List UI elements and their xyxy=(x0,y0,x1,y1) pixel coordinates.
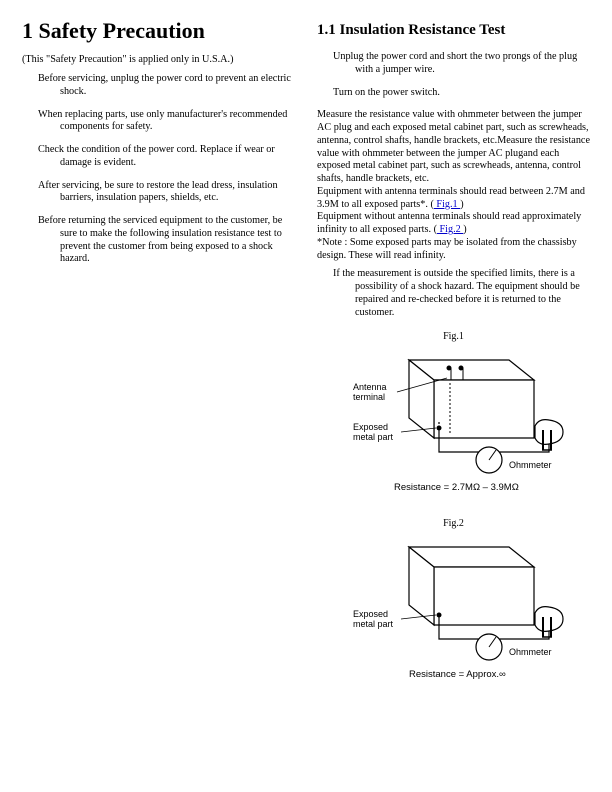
fig2-link[interactable]: Fig.2 xyxy=(437,224,463,235)
measurement-note: If the measurement is outside the specif… xyxy=(333,268,590,319)
svg-text:Exposed: Exposed xyxy=(353,422,388,432)
test-body: Measure the resistance value with ohmmet… xyxy=(317,109,590,186)
svg-text:Antenna: Antenna xyxy=(353,382,387,392)
test-step: Unplug the power cord and short the two … xyxy=(333,51,590,77)
svg-text:Exposed: Exposed xyxy=(353,609,388,619)
fig2-caption: Fig.2 xyxy=(317,518,590,529)
left-column: 1 Safety Precaution (This "Safety Precau… xyxy=(22,18,295,705)
fig2-diagram: Exposed metal part Ohmmeter xyxy=(317,537,590,687)
usa-note: (This "Safety Precaution" is applied onl… xyxy=(22,54,295,65)
svg-text:metal part: metal part xyxy=(353,619,394,629)
safety-item: Check the condition of the power cord. R… xyxy=(38,144,295,170)
fig1-diagram: Antenna terminal Exposed metal part xyxy=(317,350,590,500)
safety-item: When replacing parts, use only manufactu… xyxy=(38,109,295,135)
safety-item: Before servicing, unplug the power cord … xyxy=(38,73,295,99)
subsection-heading: 1.1 Insulation Resistance Test xyxy=(317,22,590,39)
svg-text:Resistance = 2.7MΩ – 3.9MΩ: Resistance = 2.7MΩ – 3.9MΩ xyxy=(394,482,519,493)
page-columns: 1 Safety Precaution (This "Safety Precau… xyxy=(22,18,590,705)
test-step: Turn on the power switch. xyxy=(333,87,590,100)
section-heading: 1 Safety Precaution xyxy=(22,18,295,44)
test-body: *Note : Some exposed parts may be isolat… xyxy=(317,237,590,263)
right-column: 1.1 Insulation Resistance Test Unplug th… xyxy=(317,18,590,705)
svg-text:Ohmmeter: Ohmmeter xyxy=(509,460,552,470)
svg-text:Ohmmeter: Ohmmeter xyxy=(509,647,552,657)
fig1-link[interactable]: Fig.1 xyxy=(434,199,460,210)
close-paren: ) xyxy=(460,199,463,210)
safety-item: After servicing, be sure to restore the … xyxy=(38,180,295,206)
close-paren: ) xyxy=(463,224,466,235)
fig1-caption: Fig.1 xyxy=(317,331,590,342)
safety-item: Before returning the serviced equipment … xyxy=(38,215,295,266)
test-body: Equipment with antenna terminals should … xyxy=(317,186,590,212)
test-body: Equipment without antenna terminals shou… xyxy=(317,211,590,237)
svg-text:terminal: terminal xyxy=(353,392,385,402)
svg-text:metal part: metal part xyxy=(353,432,394,442)
svg-text:Resistance = Approx.∞: Resistance = Approx.∞ xyxy=(409,669,506,680)
